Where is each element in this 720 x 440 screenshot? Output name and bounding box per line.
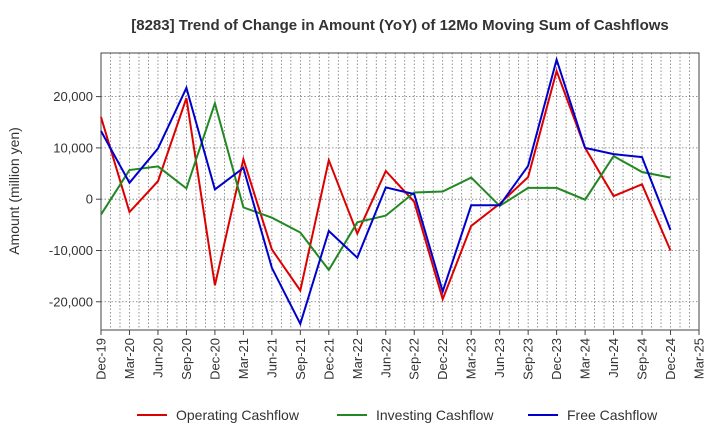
- chart-title: [8283] Trend of Change in Amount (YoY) o…: [131, 17, 669, 34]
- plot-frame: [100, 52, 700, 331]
- x-tick-label: Jun-22: [378, 338, 393, 378]
- x-tick-label: Mar-25: [692, 338, 707, 379]
- y-tick-label: 20,000: [53, 89, 93, 104]
- legend-label-operating-cashflow: Operating Cashflow: [176, 407, 300, 423]
- legend-label-free-cashflow: Free Cashflow: [567, 407, 658, 423]
- x-tick-label: Jun-20: [150, 338, 165, 378]
- series-line-free-cashflow: [100, 56, 672, 327]
- x-tick-label: Mar-23: [464, 338, 479, 379]
- x-tick-label: Dec-22: [435, 338, 450, 380]
- x-tick-label: Dec-19: [94, 338, 109, 380]
- legend-label-investing-cashflow: Investing Cashflow: [376, 407, 494, 423]
- grid: [100, 53, 700, 330]
- y-tick-label: 0: [86, 192, 93, 207]
- y-tick-label: 10,000: [53, 140, 93, 155]
- x-tick-label: Jun-21: [264, 338, 279, 378]
- x-tick-label: Sep-20: [179, 338, 194, 380]
- x-tick-label: Mar-21: [236, 338, 251, 379]
- x-tick-label: Dec-24: [663, 338, 678, 380]
- x-tick-label: Dec-21: [321, 338, 336, 380]
- legend: Operating Cashflow Investing Cashflow Free…: [137, 407, 658, 423]
- x-tick-label: Sep-22: [407, 338, 422, 380]
- series-line-operating-cashflow: [100, 67, 672, 303]
- series-lines: [100, 56, 672, 327]
- x-tick-label: Jun-24: [606, 338, 621, 378]
- x-tick-label: Sep-24: [635, 338, 650, 380]
- y-axis-label: Amount (million yen): [6, 127, 22, 255]
- x-tick-label: Jun-23: [492, 338, 507, 378]
- x-tick-label: Dec-20: [207, 338, 222, 380]
- series-line-investing-cashflow: [100, 99, 671, 272]
- y-axis-ticks: 20,000 10,000 0 -10,000 -20,000: [49, 89, 101, 309]
- x-tick-label: Sep-23: [521, 338, 536, 380]
- x-tick-label: Mar-20: [122, 338, 137, 379]
- y-tick-label: -10,000: [49, 243, 93, 258]
- x-tick-label: Mar-24: [578, 338, 593, 379]
- x-tick-label: Dec-23: [549, 338, 564, 380]
- y-tick-label: -20,000: [49, 294, 93, 309]
- x-axis-ticks: Dec-19 Mar-20 Jun-20 Sep-20 Dec-20 Mar-21 Jun-…: [94, 330, 707, 380]
- x-tick-label: Sep-21: [293, 338, 308, 380]
- x-tick-label: Mar-22: [350, 338, 365, 379]
